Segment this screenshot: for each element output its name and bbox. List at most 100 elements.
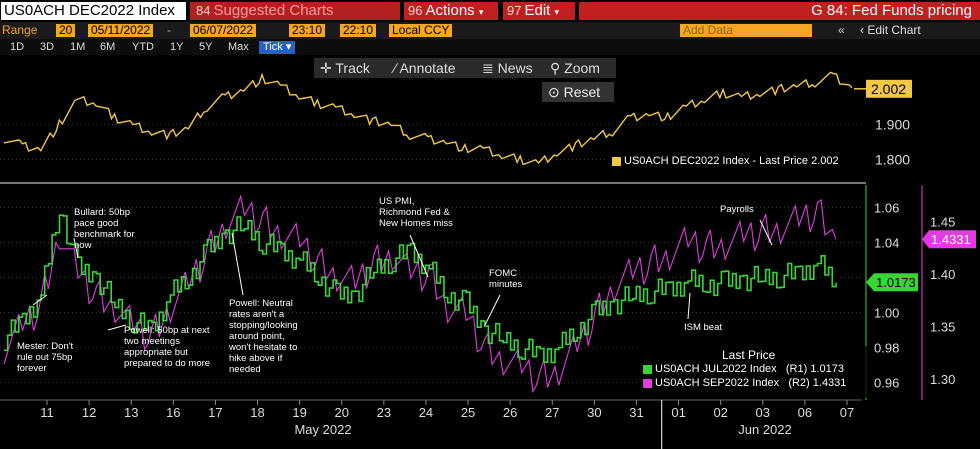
r1-tick-label: 1.04 — [874, 236, 899, 251]
chevron-down-icon: ▾ — [478, 7, 484, 17]
x-tick-label: 17 — [208, 405, 222, 420]
zoom-label: Zoom — [564, 60, 600, 76]
r1-tick-label: 1.00 — [874, 306, 899, 321]
x-tick-label: 26 — [503, 405, 517, 420]
month-label-may: May 2022 — [294, 422, 351, 437]
top-panel-axis: 1.900 1.800 2.002 — [866, 55, 980, 183]
edit-chart-label: Edit Chart — [867, 23, 921, 37]
tf-tick-label: Tick — [263, 41, 283, 53]
start-time-field[interactable]: 23:10 — [289, 24, 326, 37]
annotation-arrow — [484, 294, 501, 326]
dec-last-price-text: 2.002 — [871, 81, 906, 97]
chart-toolstrip: ✛ Track ∕ Annotate ≣ News ⚲ Zoom — [314, 58, 616, 78]
actions-label: Actions — [425, 2, 475, 19]
r2-tick-label: 1.30 — [930, 372, 955, 387]
dec-series-line — [3, 71, 853, 166]
x-tick-label: 18 — [250, 405, 264, 420]
sep-legend-name: US0ACH SEP2022 Index — [655, 377, 780, 389]
x-tick-label: 20 — [335, 405, 349, 420]
end-date-field[interactable]: 06/07/2022 — [190, 24, 257, 37]
r1-tick-label: 0.96 — [874, 376, 899, 391]
actions-num: 96 — [408, 3, 423, 18]
annotation-payrolls: Payrolls — [720, 204, 754, 215]
r2-tick-label: 1.40 — [930, 267, 955, 282]
x-axis: 11 12 13 16 17 18 19 20 23 24 25 26 27 30 31 01 02 03 06 07… — [0, 399, 862, 449]
jul-legend-value: 1.0173 — [810, 363, 844, 375]
x-tick-label: 16 — [166, 405, 180, 420]
annotation-arrow — [73, 237, 79, 259]
bottom-panel-axis: 1.061.041.021.000.980.961.451.401.351.30… — [865, 185, 980, 402]
jul-series-line — [4, 214, 837, 364]
x-tick-label: 06 — [798, 405, 812, 420]
dec-swatch — [612, 156, 621, 166]
start-date-field[interactable]: 05/11/2022 — [88, 24, 154, 37]
annotation-fomc: FOMC minutes — [489, 268, 523, 290]
x-tick-label: 19 — [292, 405, 306, 420]
annotation-uspmi: US PMI, Richmond Fed & New Homes miss — [379, 196, 453, 229]
x-tick-label: 12 — [82, 405, 96, 420]
annotation-bullard: Bullard: 50bp pace good benchmark for no… — [74, 207, 135, 251]
x-tick-label: 13 — [124, 405, 138, 420]
title-fill — [579, 2, 980, 20]
end-time-field[interactable]: 22:10 — [340, 24, 377, 37]
suggested-charts-button[interactable]: 84 Suggested Charts — [190, 2, 400, 20]
sep-swatch — [643, 378, 652, 388]
actions-menu[interactable]: 96 Actions ▾ — [404, 2, 498, 20]
x-tick-label: 01 — [671, 405, 685, 420]
dec-last-price-tag — [866, 79, 912, 98]
jul-last-price-tag — [866, 273, 918, 292]
top-panel-series — [3, 71, 866, 166]
currency-select[interactable]: Local CCY — [389, 24, 453, 37]
x-tick-label: 24 — [419, 405, 433, 420]
edit-menu[interactable]: 97 Edit ▾ — [503, 2, 575, 20]
x-tick-label: 31 — [629, 405, 643, 420]
magnifier-icon: ⚲ — [550, 60, 561, 76]
dec-legend-name: US0ACH DEC2022 Index - Last Price — [624, 155, 809, 167]
x-tick-label: 07 — [840, 405, 854, 420]
tf-1y[interactable]: 1Y — [170, 41, 184, 53]
date-separator: - — [167, 23, 171, 37]
track-tool[interactable]: ✛ Track — [320, 59, 370, 77]
title-bar: US0ACH DEC2022 Index 84 Suggested Charts … — [0, 0, 980, 22]
bottom-axis-bg — [866, 185, 980, 402]
tf-1m[interactable]: 1M — [70, 41, 86, 53]
top-tick-label: 1.800 — [875, 152, 910, 168]
security-title[interactable]: US0ACH DEC2022 Index — [1, 2, 186, 20]
tf-1d[interactable]: 1D — [10, 41, 25, 53]
zoom-tool[interactable]: ⚲ Zoom — [550, 59, 600, 77]
tf-5y[interactable]: 5Y — [199, 41, 213, 53]
edit-label: Edit — [524, 2, 551, 19]
edit-chart-chevron-icon: ‹ — [860, 23, 864, 37]
annotation-arrows — [32, 219, 773, 331]
reset-label: Reset — [563, 84, 601, 100]
tf-ytd[interactable]: YTD — [132, 41, 154, 53]
track-label: Track — [335, 60, 370, 76]
reset-button[interactable]: ⊙ Reset — [542, 82, 614, 102]
tf-6m[interactable]: 6M — [100, 41, 116, 53]
bottom-panel-series — [3, 194, 837, 394]
bottom-legend: Last Price US0ACH JUL2022 Index (R1) 1.0… — [640, 346, 867, 398]
month-label-jun: Jun 2022 — [738, 422, 792, 437]
legend-jul: US0ACH JUL2022 Index (R1) 1.0173 — [643, 363, 844, 375]
x-tick-label: 30 — [587, 405, 601, 420]
pencil-icon: ∕ — [394, 60, 397, 76]
add-data-input[interactable]: Add Data — [680, 24, 812, 37]
period-field[interactable]: 20 — [56, 24, 76, 37]
news-icon: ≣ — [482, 60, 494, 76]
sep-last-price-text: 1.4331 — [931, 232, 971, 247]
suggested-label: Suggested Charts — [213, 2, 334, 19]
news-tool[interactable]: ≣ News — [482, 59, 533, 77]
edit-chart-button[interactable]: ‹ Edit Chart — [860, 24, 921, 37]
annotation-arrow — [107, 324, 127, 331]
tf-3d[interactable]: 3D — [40, 41, 55, 53]
collapse-icon[interactable]: « — [838, 23, 845, 37]
tf-tick[interactable]: Tick ▾ — [259, 41, 296, 54]
suggested-num: 84 — [196, 3, 211, 18]
legend-sep: US0ACH SEP2022 Index (R2) 1.4331 — [643, 377, 846, 389]
jul-swatch — [643, 364, 652, 374]
r1-tick-label: 1.06 — [874, 201, 899, 216]
top-axis-bg — [866, 55, 980, 183]
annotate-tool[interactable]: ∕ Annotate — [394, 59, 456, 77]
tf-max[interactable]: Max — [228, 41, 249, 53]
